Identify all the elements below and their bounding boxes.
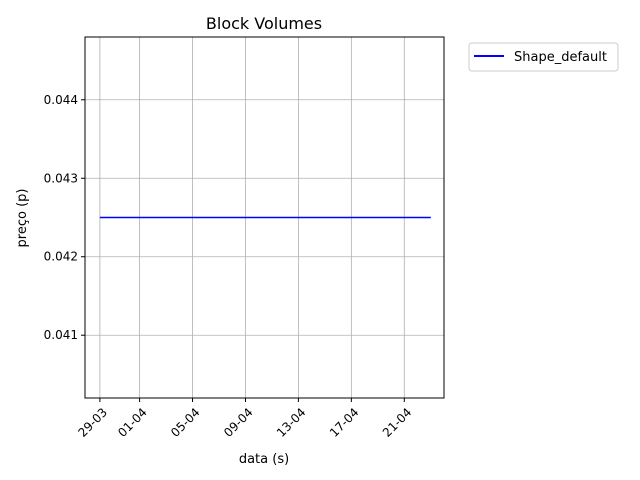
plot-frame <box>84 36 445 399</box>
y-axis-label: preço (p) <box>15 189 30 248</box>
y-tick-label: 0.043 <box>44 171 78 185</box>
y-tick-label: 0.044 <box>44 93 78 107</box>
x-axis-label: data (s) <box>239 452 289 467</box>
legend-box <box>468 42 619 72</box>
chart-title: Block Volumes <box>206 14 322 33</box>
y-tick-label: 0.041 <box>44 328 78 342</box>
legend-label: Shape_default <box>514 50 607 65</box>
y-tick-label: 0.042 <box>44 250 78 264</box>
legend: Shape_default <box>468 42 619 72</box>
y-axis-ticks: 0.041 0.042 0.043 0.044 <box>44 93 85 342</box>
